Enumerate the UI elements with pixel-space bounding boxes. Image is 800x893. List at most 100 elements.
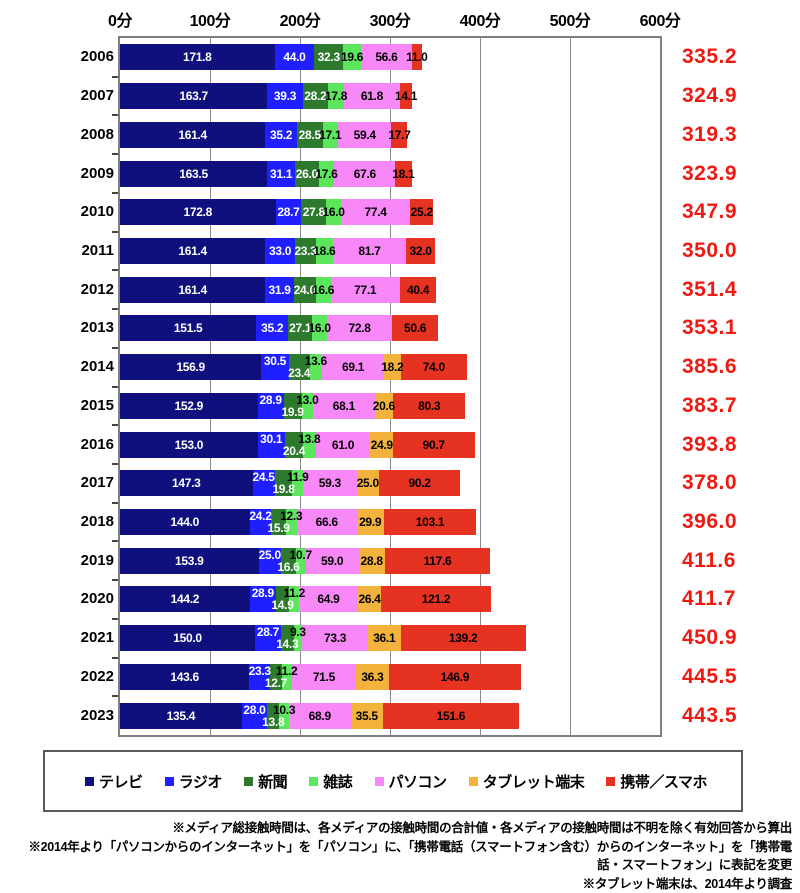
segment-value-label: 25.0: [357, 470, 380, 496]
segment-value-label: 28.8: [359, 548, 385, 574]
segment-value-label: 24.5: [253, 464, 275, 490]
segment-value-label: 12.7: [270, 670, 281, 696]
segment-value-label: 27.8: [301, 199, 326, 225]
segment-value-label: 16.6: [281, 554, 296, 580]
segment-value-label: 15.9: [271, 515, 285, 541]
bar-segment-雑誌: 10.3: [279, 703, 288, 729]
segment-value-label: 27.1: [288, 315, 312, 341]
legend-label: テレビ: [99, 771, 143, 792]
segment-value-label: 73.3: [302, 625, 368, 651]
segment-value-label: 16.0: [312, 315, 326, 341]
y-axis-tick: [112, 618, 118, 620]
year-label: 2007: [30, 86, 114, 106]
segment-value-label: 69.1: [322, 354, 384, 380]
segment-value-label: 17.6: [319, 161, 335, 187]
footnotes: ※メディア総接触時間は、各メディアの接触時間の合計値・各メディアの接触時間は不明…: [8, 819, 792, 893]
segment-value-label: 161.4: [120, 238, 265, 264]
segment-value-label: 24.2: [250, 503, 272, 529]
bar-segment-携帯／スマホ: 14.1: [400, 83, 413, 109]
bar-segment-テレビ: 161.4: [120, 238, 265, 264]
segment-value-label: 24.9: [370, 432, 392, 458]
pc-swatch-icon: [375, 777, 384, 786]
total-label: 353.1: [682, 315, 792, 341]
segment-value-label: 30.5: [261, 348, 288, 374]
bar-segment-ラジオ: 35.2: [265, 122, 297, 148]
bar-segment-テレビ: 161.4: [120, 277, 265, 303]
segment-value-label: 74.0: [401, 354, 468, 380]
footnote-line: ※2014年より「パソコンからのインターネット」を「パソコン」に、「携帯電話（ス…: [8, 838, 792, 875]
bar-segment-雑誌: 19.6: [343, 44, 361, 70]
segment-value-label: 28.7: [276, 199, 302, 225]
segment-value-label: 20.6: [375, 393, 394, 419]
total-label: 323.9: [682, 161, 792, 187]
bar-segment-テレビ: 147.3: [120, 470, 253, 496]
segment-value-label: 31.9: [265, 277, 294, 303]
segment-value-label: 13.8: [303, 426, 315, 452]
bar-segment-パソコン: 67.6: [334, 161, 395, 187]
segment-value-label: 61.8: [344, 83, 400, 109]
bar-segment-パソコン: 66.6: [297, 509, 357, 535]
bar-segment-ラジオ: 24.5: [253, 470, 275, 496]
bar-segment-ラジオ: 24.2: [250, 509, 272, 535]
y-axis-tick: [112, 308, 118, 310]
bar-segment-雑誌: 11.9: [292, 470, 303, 496]
x-axis-tick-label: 200分: [255, 7, 345, 31]
year-label: 2023: [30, 706, 114, 726]
segment-value-label: 72.8: [327, 315, 393, 341]
bar-segment-テレビ: 135.4: [120, 703, 242, 729]
segment-value-label: 28.2: [303, 83, 328, 109]
legend-item-tv: テレビ: [85, 771, 143, 792]
legend-label: パソコン: [389, 771, 447, 792]
bar-segment-テレビ: 143.6: [120, 664, 249, 690]
bar-segment-テレビ: 172.8: [120, 199, 276, 225]
year-label: 2020: [30, 589, 114, 609]
x-axis-tick-label: 600分: [615, 7, 705, 31]
bar-segment-テレビ: 161.4: [120, 122, 265, 148]
y-axis-tick: [112, 502, 118, 504]
year-label: 2006: [30, 47, 114, 67]
bar-segment-新聞: 13.8: [267, 703, 279, 729]
bar-segment-携帯／スマホ: 18.1: [395, 161, 411, 187]
segment-value-label: 103.1: [384, 509, 477, 535]
segment-value-label: 161.4: [120, 122, 265, 148]
segment-value-label: 135.4: [120, 703, 242, 729]
segment-value-label: 11.0: [412, 44, 422, 70]
segment-value-label: 77.4: [341, 199, 411, 225]
bar-segment-新聞: 32.3: [314, 44, 343, 70]
segment-value-label: 59.4: [338, 122, 391, 148]
y-axis-tick: [112, 347, 118, 349]
bar-segment-タブレット端末: 24.9: [370, 432, 392, 458]
bar-segment-ラジオ: 30.5: [261, 354, 288, 380]
legend-item-pc: パソコン: [375, 771, 447, 792]
bar-segment-雑誌: 10.7: [296, 548, 306, 574]
segment-value-label: 68.9: [289, 703, 351, 729]
y-axis-tick: [112, 695, 118, 697]
segment-value-label: 19.8: [275, 476, 293, 502]
total-label: 450.9: [682, 625, 792, 651]
bar-segment-パソコン: 61.8: [344, 83, 400, 109]
segment-value-label: 39.3: [267, 83, 302, 109]
total-label: 411.7: [682, 586, 792, 612]
segment-value-label: 117.6: [385, 548, 491, 574]
bar-segment-パソコン: 59.4: [338, 122, 391, 148]
bar-segment-テレビ: 153.9: [120, 548, 259, 574]
bar-segment-テレビ: 151.5: [120, 315, 256, 341]
legend-label: 新聞: [258, 771, 287, 792]
bar-segment-雑誌: 9.3: [294, 625, 302, 651]
segment-value-label: 66.6: [297, 509, 357, 535]
bar-segment-新聞: 14.3: [281, 625, 294, 651]
bar-segment-ラジオ: 31.1: [267, 161, 295, 187]
bar-segment-パソコン: 73.3: [302, 625, 368, 651]
segment-value-label: 17.8: [328, 83, 344, 109]
year-label: 2016: [30, 435, 114, 455]
y-axis-tick: [112, 192, 118, 194]
bar-segment-テレビ: 171.8: [120, 44, 275, 70]
